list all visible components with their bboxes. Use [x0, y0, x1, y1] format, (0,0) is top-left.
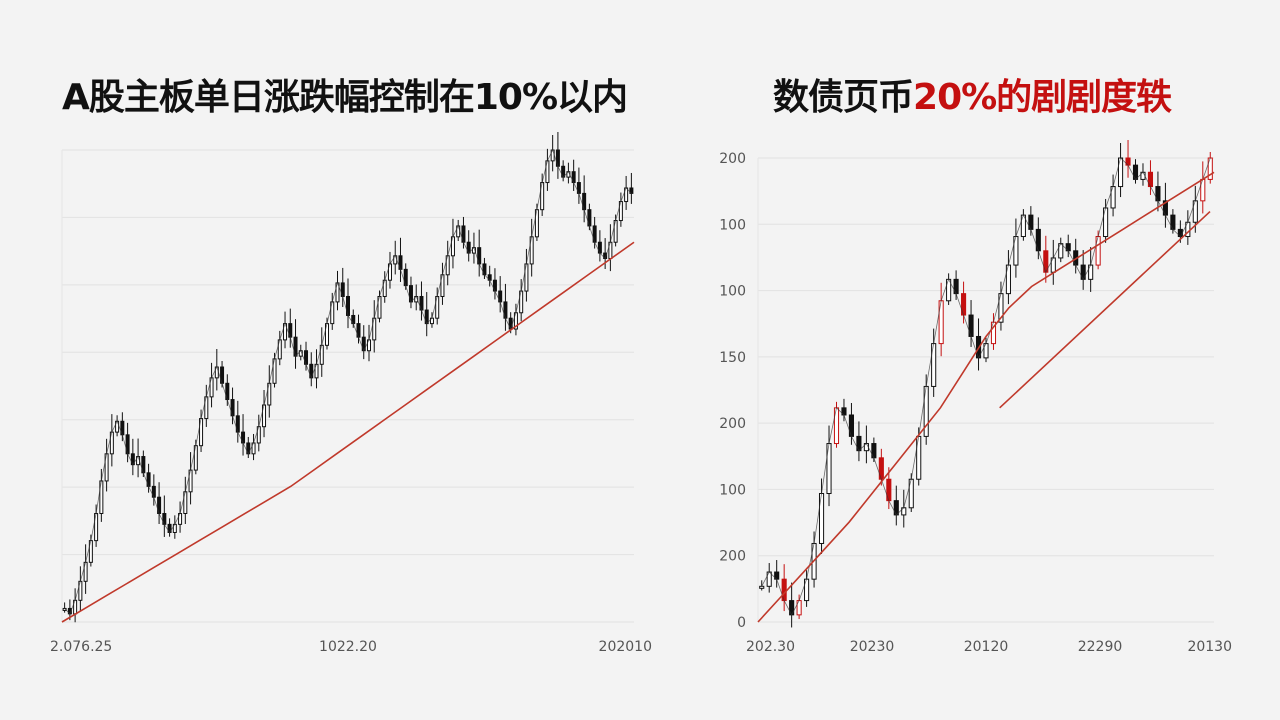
close-price-line — [761, 157, 1211, 616]
x-tick-label: 1022.20 — [319, 639, 377, 655]
left-chart-panel: A股主板单日涨跌幅控制在10%以内 2.076.25 1022.20 202010 — [50, 77, 652, 655]
y-tick-label: 200 — [719, 416, 746, 432]
y-tick-label: 100 — [719, 482, 746, 498]
y-tick-label: 100 — [719, 217, 746, 233]
y-tick-label: 200 — [719, 151, 746, 167]
right-chart-panel: 数债页币20%的剧剧度轶 200 100 100 150 200 100 200 0 202.3… — [660, 0, 1280, 720]
x-tick-label: 202010 — [599, 639, 652, 655]
close-price-line — [64, 148, 632, 615]
right-title-accent: 20%的剧剧度轶 — [913, 77, 1172, 118]
y-tick-label: 150 — [719, 350, 746, 366]
trend-line — [999, 210, 1211, 409]
y-tick-label: 0 — [737, 615, 746, 631]
left-candlestick-chart: 2.076.25 1022.20 202010 — [50, 132, 652, 655]
right-title-part1: 数债页币 — [773, 77, 914, 118]
right-chart-title: 数债页币20%的剧剧度轶 — [773, 68, 1172, 120]
moving-average-line — [61, 241, 635, 623]
candle-body — [1207, 157, 1213, 180]
moving-average-line — [757, 171, 1215, 623]
left-chart-title: A股主板单日涨跌幅控制在10%以内 — [62, 77, 628, 118]
x-tick-label: 20230 — [850, 639, 895, 655]
y-tick-label: 200 — [719, 549, 746, 565]
candle-body — [759, 585, 765, 589]
y-tick-label: 100 — [719, 284, 746, 300]
x-tick-label: 22290 — [1078, 639, 1123, 655]
x-tick-label: 20130 — [1187, 639, 1232, 655]
x-tick-label: 2.076.25 — [50, 639, 112, 655]
x-tick-label: 202.30 — [746, 639, 795, 655]
x-tick-label: 20120 — [964, 639, 1009, 655]
